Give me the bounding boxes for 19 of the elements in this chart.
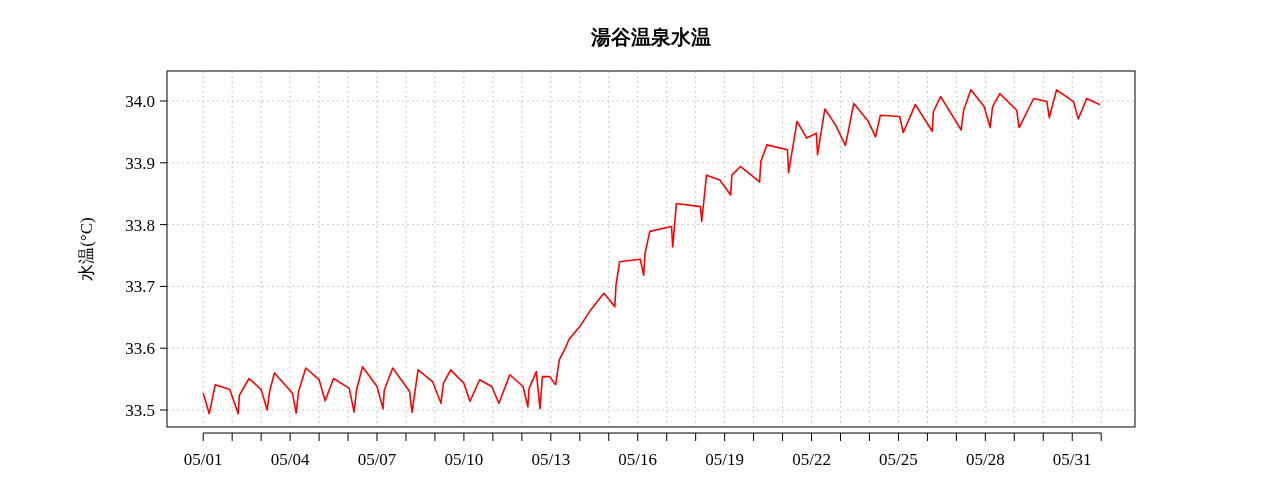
y-tick-label: 33.9 [125,153,155,173]
x-tick-label: 05/01 [183,450,223,469]
y-axis-title: 水温(°C) [77,217,96,281]
x-tick-label: 05/31 [1052,450,1092,469]
y-tick-label: 33.7 [125,277,156,297]
x-tick-label: 05/22 [792,450,831,469]
y-tick-label: 33.8 [125,215,155,235]
x-tick-label: 05/25 [879,450,918,469]
x-tick-label: 05/13 [531,450,571,469]
chart-title: 湯谷温泉水温 [590,26,711,48]
x-tick-label: 05/10 [444,450,484,469]
x-tick-label: 05/28 [965,450,1005,469]
y-tick-label: 33.6 [125,339,155,359]
y-tick-label: 33.5 [125,400,155,420]
x-tick-label: 05/16 [618,450,658,469]
x-tick-label: 05/07 [357,450,397,469]
y-tick-label: 34.0 [125,91,155,111]
x-tick-label: 05/19 [705,450,744,469]
x-tick-label: 05/04 [270,450,310,469]
